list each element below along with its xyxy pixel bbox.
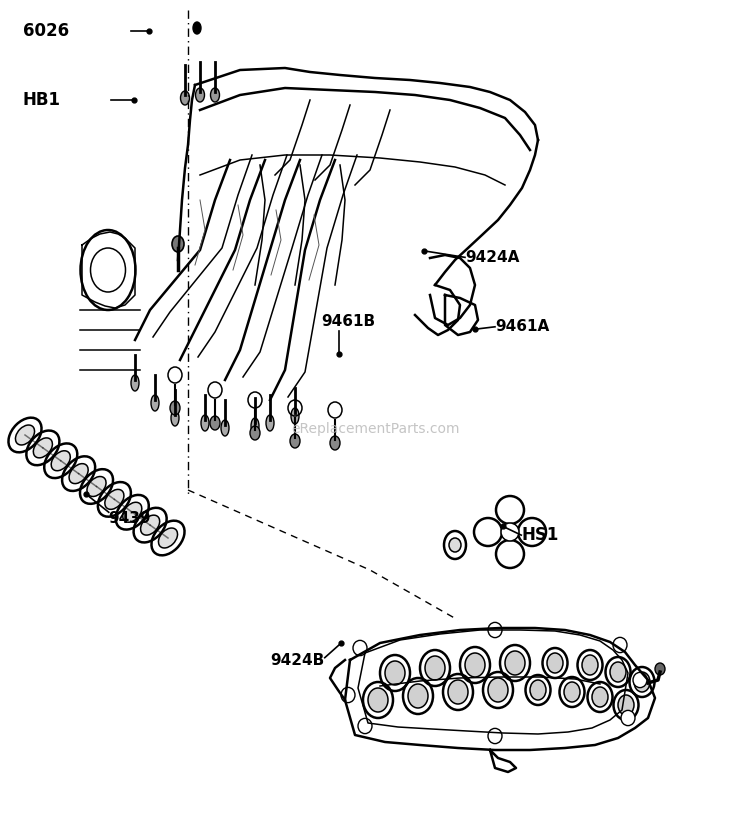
Ellipse shape: [69, 463, 88, 484]
Circle shape: [621, 710, 635, 725]
Ellipse shape: [501, 523, 519, 541]
Ellipse shape: [564, 682, 580, 702]
Ellipse shape: [87, 476, 106, 497]
Ellipse shape: [618, 695, 634, 715]
Circle shape: [488, 623, 502, 637]
Text: eReplacementParts.com: eReplacementParts.com: [291, 422, 459, 436]
Ellipse shape: [449, 538, 461, 552]
Ellipse shape: [211, 88, 220, 102]
Text: 6026: 6026: [22, 22, 69, 40]
Circle shape: [613, 637, 627, 653]
Ellipse shape: [181, 91, 190, 105]
Ellipse shape: [505, 651, 525, 675]
Ellipse shape: [251, 418, 259, 434]
Ellipse shape: [330, 436, 340, 450]
Ellipse shape: [425, 656, 445, 680]
Ellipse shape: [171, 410, 179, 426]
Ellipse shape: [547, 653, 563, 673]
Circle shape: [353, 641, 367, 655]
Ellipse shape: [51, 451, 70, 471]
Ellipse shape: [170, 401, 180, 415]
Ellipse shape: [465, 653, 485, 677]
Text: 9461A: 9461A: [495, 319, 549, 334]
Text: 9461B: 9461B: [321, 314, 375, 328]
Ellipse shape: [291, 408, 299, 424]
Ellipse shape: [33, 438, 53, 458]
Ellipse shape: [131, 375, 139, 391]
Ellipse shape: [408, 684, 428, 708]
Ellipse shape: [266, 415, 274, 431]
Text: HB1: HB1: [22, 92, 61, 109]
Ellipse shape: [368, 688, 388, 712]
Ellipse shape: [105, 489, 124, 509]
Ellipse shape: [210, 416, 220, 430]
Ellipse shape: [151, 395, 159, 411]
Ellipse shape: [196, 88, 205, 102]
Ellipse shape: [610, 662, 626, 682]
Text: 9439: 9439: [109, 511, 152, 526]
Circle shape: [341, 687, 355, 703]
Text: 9424A: 9424A: [465, 250, 519, 265]
Ellipse shape: [634, 672, 650, 692]
Ellipse shape: [172, 236, 184, 252]
Ellipse shape: [193, 22, 201, 34]
Ellipse shape: [16, 425, 34, 445]
Ellipse shape: [140, 516, 160, 535]
Circle shape: [488, 729, 502, 743]
Ellipse shape: [158, 528, 178, 548]
Ellipse shape: [123, 502, 142, 522]
Circle shape: [633, 672, 647, 688]
Ellipse shape: [488, 678, 508, 702]
Ellipse shape: [530, 680, 546, 700]
Circle shape: [358, 718, 372, 734]
Ellipse shape: [385, 661, 405, 685]
Ellipse shape: [655, 663, 665, 675]
Ellipse shape: [290, 434, 300, 448]
Ellipse shape: [448, 680, 468, 704]
Text: 9424B: 9424B: [270, 653, 324, 667]
Ellipse shape: [221, 420, 229, 436]
Ellipse shape: [250, 426, 260, 440]
Ellipse shape: [582, 655, 598, 675]
Ellipse shape: [592, 687, 608, 707]
Ellipse shape: [201, 415, 209, 431]
Text: HS1: HS1: [521, 526, 559, 544]
